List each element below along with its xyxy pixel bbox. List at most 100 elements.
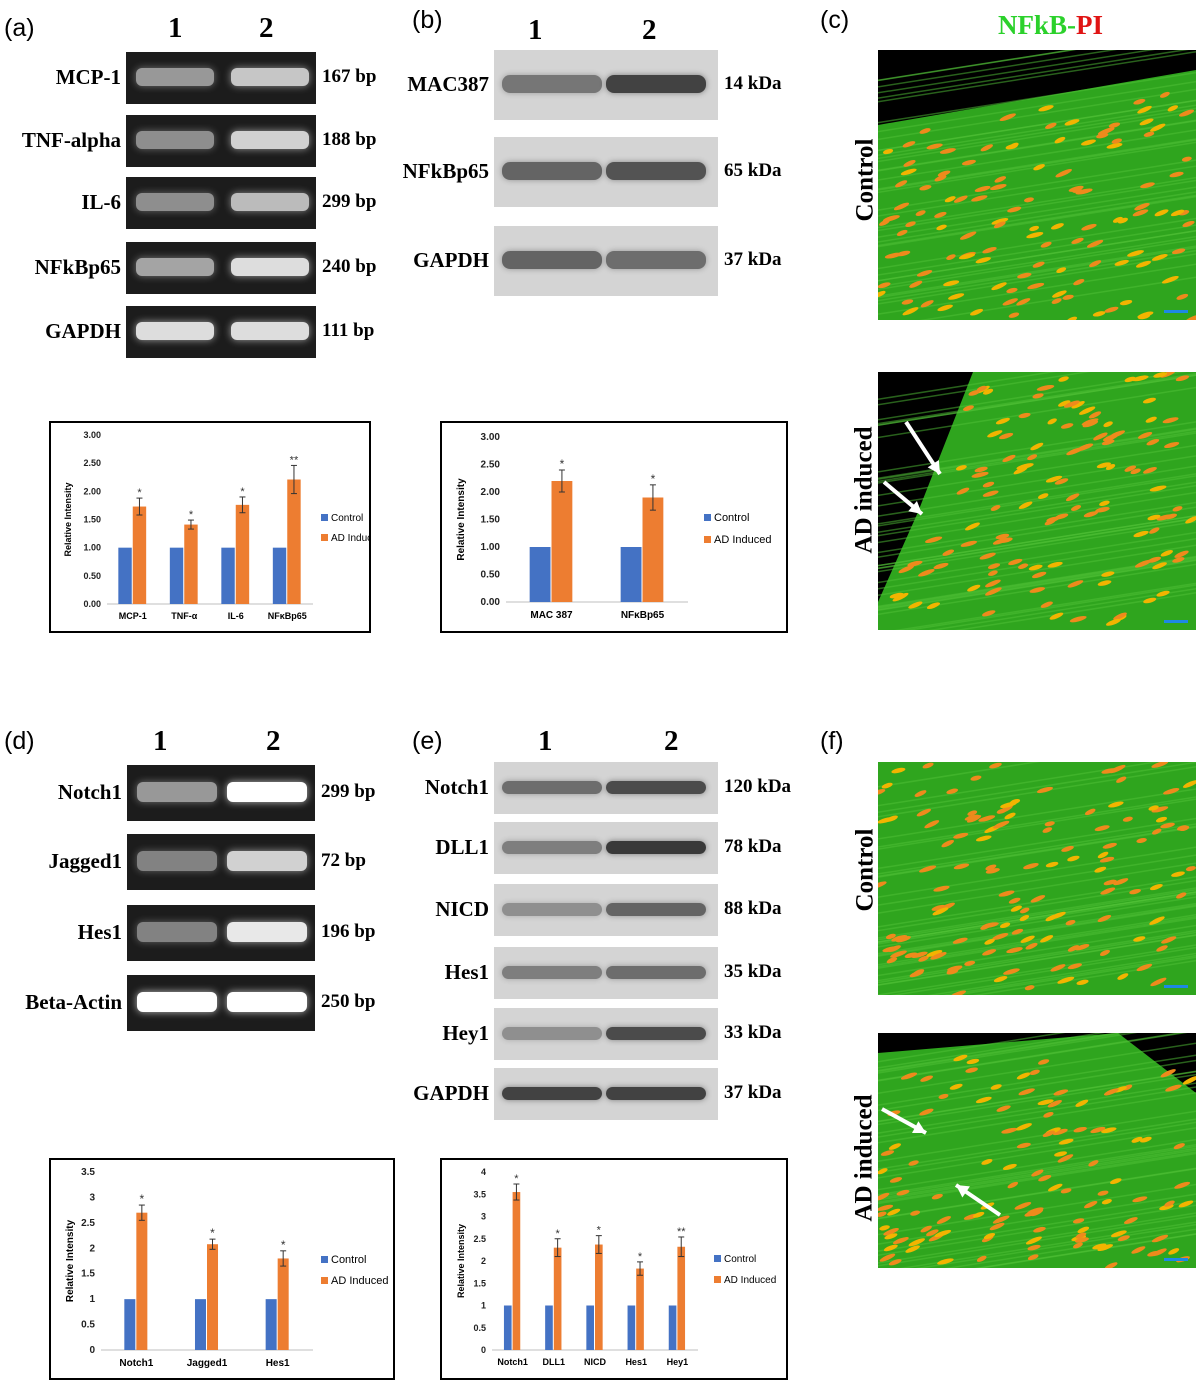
nucleus bbox=[1095, 507, 1110, 513]
nucleus bbox=[966, 815, 982, 823]
nucleus bbox=[1099, 856, 1115, 863]
fiber bbox=[878, 931, 1196, 984]
nucleus bbox=[1045, 122, 1057, 129]
nucleus bbox=[1075, 1237, 1089, 1243]
x-tick-label: MAC 387 bbox=[530, 610, 573, 621]
nucleus bbox=[1169, 171, 1184, 178]
nucleus bbox=[1060, 423, 1074, 429]
nucleus bbox=[892, 592, 909, 602]
nucleus bbox=[1149, 485, 1167, 492]
nucleus bbox=[1045, 861, 1059, 868]
nucleus bbox=[1151, 762, 1169, 768]
nucleus bbox=[975, 1096, 992, 1104]
nucleus bbox=[990, 505, 1001, 511]
nucleus bbox=[1048, 1183, 1063, 1192]
nucleus bbox=[1084, 808, 1096, 816]
nucleus bbox=[1156, 514, 1173, 521]
blot-band bbox=[502, 840, 602, 855]
y-tick-label: 2.00 bbox=[83, 486, 101, 496]
fiber bbox=[878, 1059, 1196, 1112]
nucleus bbox=[1065, 493, 1080, 502]
nucleus bbox=[970, 308, 984, 316]
nucleus bbox=[1136, 963, 1153, 972]
nucleus bbox=[889, 1177, 903, 1183]
nucleus bbox=[882, 946, 899, 953]
nucleus bbox=[999, 113, 1016, 122]
fiber bbox=[878, 1121, 1196, 1174]
fiber bbox=[878, 165, 1196, 217]
nucleus bbox=[900, 168, 917, 176]
nucleus bbox=[914, 790, 927, 798]
bar bbox=[586, 1305, 594, 1350]
legend-label: AD Induced bbox=[331, 533, 369, 544]
nucleus bbox=[1162, 417, 1179, 424]
nucleus bbox=[1018, 1088, 1035, 1096]
nucleus bbox=[1040, 601, 1053, 608]
row-label-control-f: Control bbox=[851, 828, 878, 912]
nucleus bbox=[983, 1233, 996, 1240]
y-tick-label: 0.00 bbox=[83, 599, 101, 609]
nucleus bbox=[976, 835, 992, 842]
molecular-weight: 120 kDa bbox=[724, 776, 792, 797]
legend-label: AD Induced bbox=[714, 534, 771, 546]
nucleus bbox=[934, 175, 947, 182]
fiber bbox=[878, 465, 1196, 517]
nucleus bbox=[1160, 1069, 1176, 1078]
band-size: 188 bp bbox=[322, 129, 377, 150]
fiber bbox=[878, 1042, 1196, 1094]
nucleus bbox=[919, 128, 931, 134]
bar bbox=[677, 1246, 686, 1350]
nucleus bbox=[1111, 138, 1122, 144]
fiber bbox=[878, 846, 1196, 898]
fluorescence-image-control-f bbox=[878, 762, 1196, 995]
molecular-weight: 14 kDa bbox=[724, 73, 782, 94]
gel-band bbox=[137, 991, 217, 1012]
fiber bbox=[878, 762, 1196, 814]
nucleus bbox=[992, 537, 1009, 545]
nucleus bbox=[993, 976, 1008, 983]
nucleus bbox=[1072, 1218, 1085, 1224]
fiber bbox=[878, 888, 1196, 941]
nucleus bbox=[981, 922, 999, 929]
fiber bbox=[878, 50, 1156, 94]
nucleus bbox=[1067, 580, 1084, 588]
nucleus bbox=[1159, 91, 1170, 98]
legend-swatch bbox=[714, 1255, 721, 1262]
blot-band bbox=[502, 1026, 602, 1041]
nucleus bbox=[1002, 454, 1016, 463]
nucleus bbox=[1173, 1143, 1185, 1150]
nucleus bbox=[878, 290, 886, 298]
nucleus bbox=[926, 143, 943, 150]
fiber bbox=[944, 1228, 1196, 1268]
protein-label: NICD bbox=[435, 897, 489, 921]
fiber bbox=[878, 50, 1189, 99]
nucleus bbox=[941, 839, 955, 848]
nucleus bbox=[1160, 822, 1175, 829]
nucleus bbox=[982, 481, 995, 488]
fiber bbox=[878, 1070, 1196, 1123]
nucleus bbox=[1053, 1089, 1069, 1096]
fiber bbox=[878, 1138, 1196, 1191]
nucleus bbox=[890, 950, 907, 958]
nucleus bbox=[1097, 1244, 1113, 1252]
y-tick-label: 3.00 bbox=[481, 432, 501, 443]
band-size: 196 bp bbox=[321, 921, 376, 942]
title-red: PI bbox=[1076, 10, 1104, 40]
nucleus bbox=[1103, 879, 1117, 886]
nucleus bbox=[1075, 188, 1093, 195]
nucleus bbox=[1113, 612, 1127, 621]
nucleus bbox=[1143, 131, 1155, 137]
nucleus bbox=[962, 405, 974, 411]
nucleus bbox=[1026, 232, 1044, 239]
fiber bbox=[878, 904, 1196, 956]
nucleus bbox=[883, 1244, 898, 1252]
nucleus bbox=[967, 584, 981, 592]
nucleus bbox=[879, 1225, 890, 1231]
nucleus bbox=[989, 1222, 1005, 1231]
nucleus bbox=[1184, 314, 1196, 320]
nucleus bbox=[1019, 914, 1030, 922]
nucleus bbox=[1101, 768, 1117, 774]
fiber bbox=[878, 796, 1196, 848]
nucleus bbox=[942, 549, 955, 556]
